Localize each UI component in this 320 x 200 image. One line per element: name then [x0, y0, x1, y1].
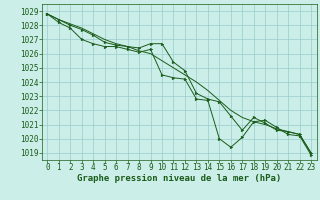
X-axis label: Graphe pression niveau de la mer (hPa): Graphe pression niveau de la mer (hPa) — [77, 174, 281, 183]
